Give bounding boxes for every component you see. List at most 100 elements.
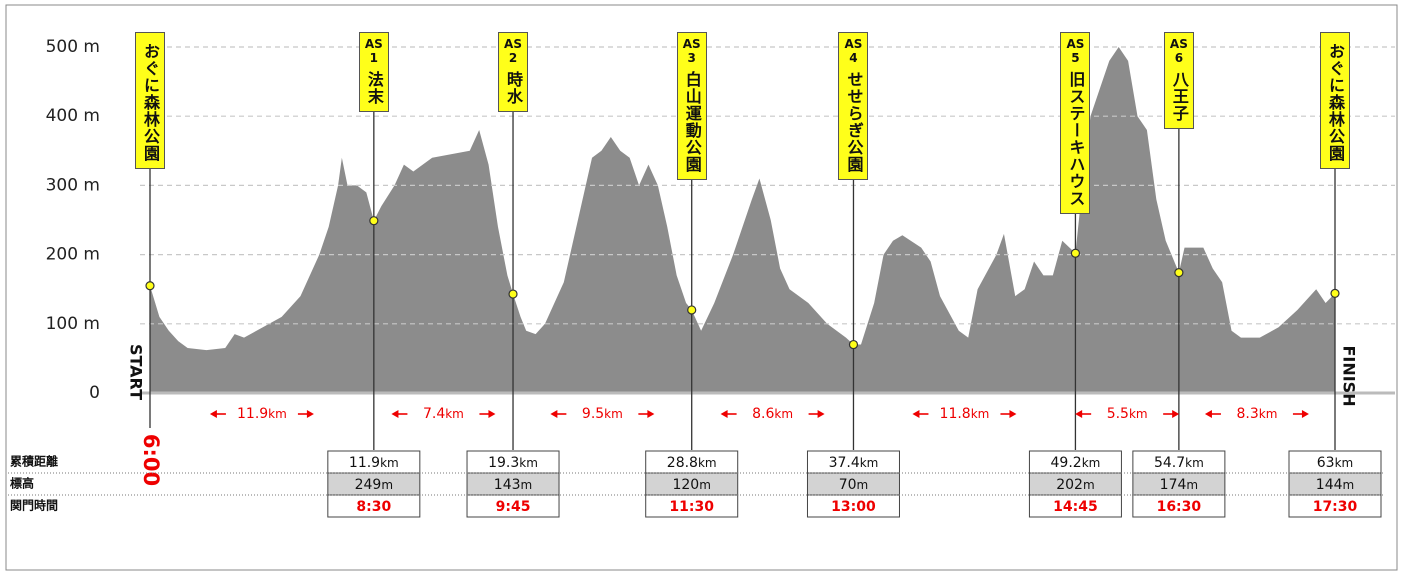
segment-arrowhead (306, 410, 314, 418)
station-dot (848, 339, 859, 350)
frame (5, 4, 1398, 571)
elevation-number: 249 (355, 477, 382, 493)
segment-value: 8.6 (752, 406, 774, 422)
cumulative-distance: 49.2km (1051, 455, 1101, 471)
y-tick-label: 100 m (46, 314, 100, 334)
station-name: せせらぎ公園 (844, 71, 864, 173)
segment-value: 11.9 (237, 406, 268, 422)
table-cell (806, 494, 900, 518)
elevation-unit: m (1083, 478, 1095, 492)
segment-arrowhead (720, 410, 728, 418)
segment-distance: 11.8km (940, 406, 990, 422)
station-dot (1070, 248, 1081, 258)
station-name: 法末 (364, 71, 384, 105)
elevation-value: 174m (1160, 477, 1198, 493)
elevation-unit: m (381, 478, 393, 492)
station-number: 2 (508, 51, 518, 65)
elevation-unit: m (699, 478, 711, 492)
elevation-number: 144 (1316, 477, 1343, 493)
cutoff-time: 13:00 (831, 499, 876, 515)
elevation-value: 249m (355, 477, 393, 493)
station-prefix: AS (682, 37, 701, 51)
segment-unit: km (604, 407, 623, 421)
distance-unit: km (1185, 456, 1204, 470)
segment-value: 7.4 (423, 406, 445, 422)
station-label: おぐに森林公園 (1320, 32, 1350, 169)
station-dot (1330, 288, 1340, 298)
segment-distance: 5.5km (1107, 406, 1148, 422)
station-prefix: AS (844, 37, 863, 51)
distance-unit: km (1082, 456, 1101, 470)
segment-unit: km (268, 407, 287, 421)
elevation-number: 120 (672, 477, 699, 493)
station-dot (687, 305, 697, 315)
distance-value: 19.3 (488, 455, 519, 471)
cutoff-time: 14:45 (1053, 499, 1098, 515)
station-name: 八王子 (1169, 71, 1189, 122)
segment-unit: km (774, 407, 793, 421)
station-label: おぐに森林公園 (135, 32, 165, 169)
station-number: 5 (1071, 51, 1080, 65)
segment-distance: 9.5km (582, 406, 623, 422)
station-prefix: AS (504, 37, 522, 51)
cutoff-time: 11:30 (669, 499, 714, 515)
elevation-number: 174 (1160, 477, 1187, 493)
elevation-value: 70m (839, 477, 869, 493)
segment-arrowhead (1172, 410, 1180, 418)
distance-unit: km (860, 456, 879, 470)
segment-arrowhead (912, 410, 920, 418)
station-number: 4 (849, 51, 858, 65)
distance-value: 11.9 (349, 455, 380, 471)
cutoff-time: 9:45 (496, 499, 531, 515)
segment-unit: km (971, 407, 990, 421)
station-name: おぐに森林公園 (1326, 43, 1345, 162)
segment-arrowhead (1075, 410, 1083, 418)
station-name: 旧ステーキハウス (1066, 71, 1086, 207)
segment-arrowhead (550, 410, 558, 418)
distance-value: 28.8 (667, 455, 698, 471)
cumulative-distance: 11.9km (349, 455, 399, 471)
cumulative-distance: 63km (1317, 455, 1353, 471)
distance-value: 54.7 (1154, 455, 1185, 471)
distance-value: 37.4 (829, 455, 860, 471)
segment-arrowhead (1204, 410, 1212, 418)
table-row-label: 関門時間 (10, 498, 58, 513)
distance-unit: km (1335, 456, 1354, 470)
station-dot (145, 281, 155, 291)
segment-arrowhead (209, 410, 217, 418)
table-cell (466, 494, 560, 518)
segment-arrowhead (647, 410, 655, 418)
table-row-label: 標高 (10, 476, 34, 491)
table-cell (1028, 494, 1122, 518)
y-tick-label: 300 m (46, 175, 100, 195)
cumulative-distance: 19.3km (488, 455, 538, 471)
station-name: 時水 (504, 71, 524, 105)
cutoff-time: 8:30 (356, 499, 391, 515)
elevation-number: 143 (494, 477, 521, 493)
station-label: AS 6 八王子 (1163, 32, 1194, 129)
table-row-label: 累積距離 (10, 454, 58, 469)
finish-label: FINISH (1340, 345, 1359, 406)
elevation-unit: m (1186, 478, 1198, 492)
station-label: AS 3 白山運動公園 (676, 32, 707, 180)
segment-distance: 8.3km (1236, 406, 1277, 422)
segment-arrowhead (1009, 410, 1017, 418)
distance-unit: km (519, 456, 538, 470)
elevation-area (150, 47, 1335, 393)
station-name: おぐに森林公園 (141, 43, 160, 162)
distance-value: 63 (1317, 455, 1335, 471)
segment-arrowhead (391, 410, 399, 418)
station-label: AS 5 旧ステーキハウス (1060, 32, 1091, 214)
start-label: START (127, 344, 146, 400)
station-prefix: AS (1066, 37, 1085, 51)
station-dot (1174, 267, 1184, 278)
elevation-value: 143m (494, 477, 532, 493)
table-cell (327, 494, 421, 518)
y-tick-label: 200 m (46, 245, 100, 265)
segment-value: 9.5 (582, 406, 604, 422)
segment-value: 5.5 (1107, 406, 1129, 422)
station-prefix: AS (1169, 37, 1188, 51)
cumulative-distance: 37.4km (829, 455, 879, 471)
table-cell (645, 494, 739, 518)
segment-arrowhead (817, 410, 825, 418)
